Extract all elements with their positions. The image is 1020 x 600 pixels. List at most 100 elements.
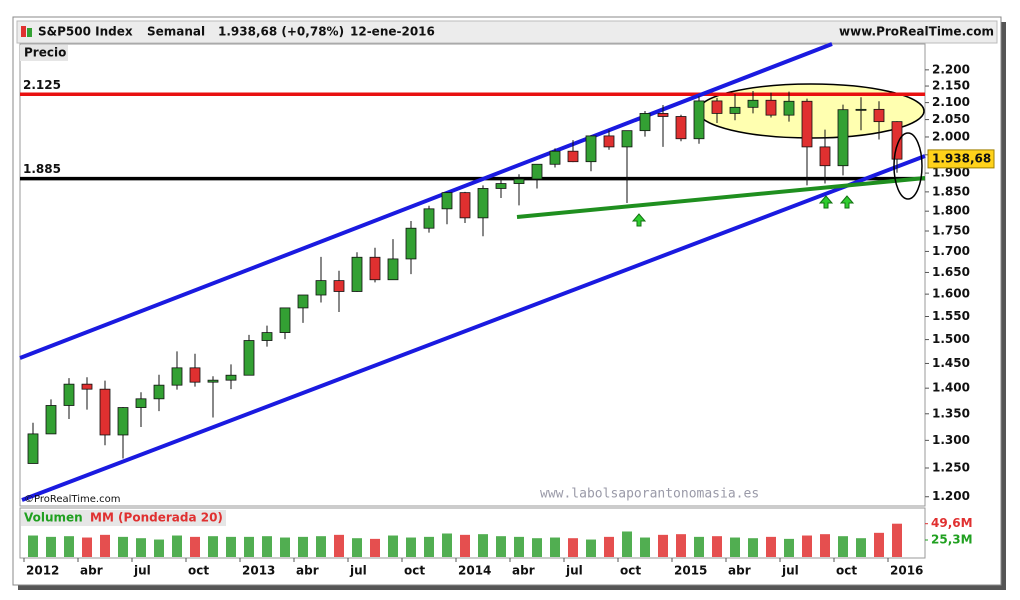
candle-body <box>495 183 507 189</box>
volume-bar <box>532 538 542 557</box>
volume-bar <box>424 536 434 557</box>
volume-ma-last-label: 25,3M <box>931 533 973 547</box>
volume-bar <box>64 536 74 557</box>
candle-body <box>351 256 363 292</box>
y-tick-label: 1.850 <box>932 184 970 198</box>
candle-body <box>585 135 597 163</box>
candle-body <box>639 113 651 132</box>
volume-bar <box>712 536 722 557</box>
level-label: 1.885 <box>23 162 61 176</box>
volume-bar <box>262 536 272 557</box>
volume-bar <box>514 536 524 557</box>
volume-bar <box>280 537 290 557</box>
last-price-box <box>927 149 995 169</box>
volume-last-label: 49,6M <box>931 516 973 530</box>
y-tick-label: 1.550 <box>932 309 970 323</box>
candle-body <box>171 367 183 386</box>
volume-bar <box>172 535 182 557</box>
y-tick-label: 1.800 <box>932 204 970 218</box>
x-tick-label: oct <box>836 564 857 578</box>
quote-date: 12-ene-2016 <box>350 25 435 39</box>
candle-body <box>315 280 327 296</box>
volume-bar <box>208 536 218 557</box>
y-tick-label: 2.050 <box>932 112 970 126</box>
volume-bar <box>388 535 398 557</box>
volume-bar <box>838 536 848 557</box>
header-bar <box>16 20 998 44</box>
header-icon <box>27 28 32 37</box>
candle-body <box>711 100 723 114</box>
candle-body <box>243 340 255 376</box>
y-tick-label: 1.250 <box>932 460 970 474</box>
channel-lower <box>21 154 926 502</box>
volume-bar <box>478 534 488 557</box>
level-label: 2.125 <box>23 78 61 92</box>
x-tick-label: 2015 <box>674 564 707 578</box>
volume-bar <box>568 538 578 557</box>
candle-body <box>279 307 291 333</box>
candle-body <box>153 384 165 400</box>
candle-body <box>135 398 147 408</box>
instrument: S&P500 Index <box>38 25 133 39</box>
volume-bar <box>766 536 776 557</box>
candle-body <box>729 106 741 114</box>
last-price-label: 1.938,68 <box>932 151 991 165</box>
x-tick-label: abr <box>728 564 751 578</box>
volume-bar <box>298 536 308 557</box>
x-tick-label: oct <box>620 564 641 578</box>
volume-bar <box>784 538 794 557</box>
x-tick-label: abr <box>80 564 103 578</box>
header-icon <box>21 26 26 37</box>
y-tick-label: 2.150 <box>932 79 970 93</box>
volume-bar <box>856 538 866 557</box>
y-tick-label: 2.200 <box>932 62 970 76</box>
y-tick-label: 1.650 <box>932 265 970 279</box>
volume-bar <box>622 531 632 557</box>
volume-bar <box>694 536 704 557</box>
x-tick-label: 2016 <box>890 564 923 578</box>
x-tick-label: jul <box>781 564 799 578</box>
candle-body <box>297 294 309 309</box>
volume-ma-label: MM (Ponderada 20) <box>90 511 223 525</box>
arrow-up <box>818 195 834 209</box>
candle-body <box>621 130 633 148</box>
arrow-up <box>839 195 855 209</box>
volume-bar <box>460 534 470 557</box>
candle-body <box>603 135 615 148</box>
volume-bar <box>658 534 668 557</box>
volume-bar <box>28 535 38 557</box>
candle-body <box>873 108 885 123</box>
candle-body <box>81 383 93 390</box>
volume-bar <box>604 536 614 557</box>
candle-body <box>441 192 453 210</box>
volume-bar <box>370 538 380 557</box>
volume-bar <box>802 535 812 557</box>
y-tick-label: 2.100 <box>932 95 970 109</box>
x-tick-label: 2013 <box>242 564 275 578</box>
pane-label-bg <box>20 45 68 61</box>
volume-bar <box>586 539 596 557</box>
watermark: www.labolsaporantonomasia.es <box>540 487 759 502</box>
volume-bar <box>334 534 344 557</box>
candle-body <box>117 407 129 436</box>
y-tick-label: 1.700 <box>932 244 970 258</box>
x-tick-label: oct <box>188 564 209 578</box>
copyright: ©ProRealTime.com <box>24 494 120 505</box>
candle-body <box>45 405 57 435</box>
support-line <box>516 176 926 219</box>
volume-bar <box>442 533 452 557</box>
volume-bar <box>316 536 326 557</box>
y-tick-label: 2.000 <box>932 129 970 143</box>
candle-body <box>567 150 579 163</box>
volume-bar <box>118 536 128 557</box>
x-tick-label: jul <box>565 564 583 578</box>
candle-body <box>333 280 345 292</box>
highlight-ellipse <box>893 132 923 200</box>
volume-bar <box>820 534 830 557</box>
volume-bar <box>154 539 164 557</box>
x-tick-label: 2012 <box>26 564 59 578</box>
y-tick-label: 1.600 <box>932 287 970 301</box>
candle-body <box>189 367 201 383</box>
volume-label-bg <box>21 510 226 526</box>
